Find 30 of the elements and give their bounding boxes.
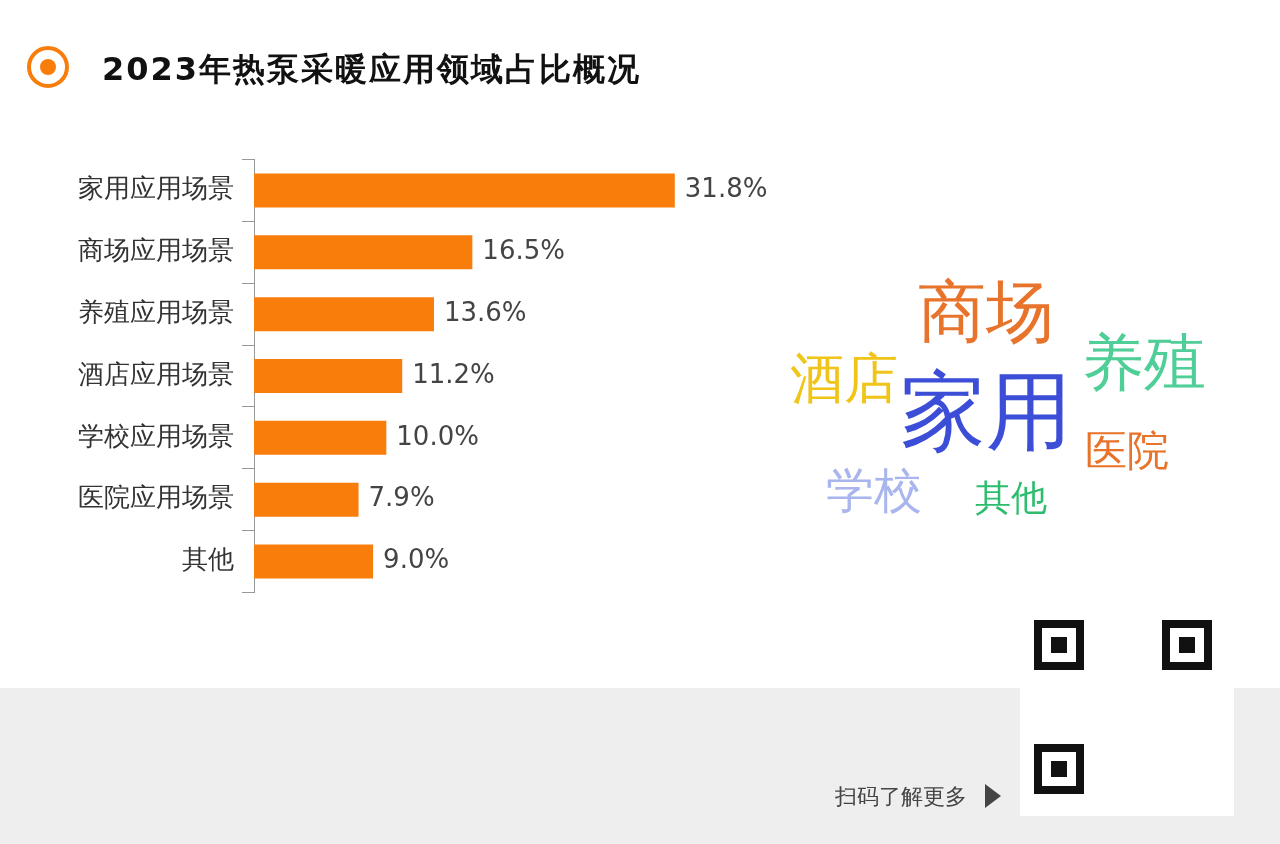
bar [254,482,359,517]
text: 家用 [900,361,1072,461]
bar [254,544,374,579]
data-label: 11.2% [412,358,495,389]
data-label: 10.0% [396,420,479,451]
data-label: 9.0% [383,544,450,575]
y-tick-label: 家用应用场景 [78,173,234,204]
data-label: 31.8% [684,173,768,204]
y-tick-label: 学校应用场景 [78,420,234,451]
text: 酒店 [790,347,898,410]
bar [254,359,403,393]
bar [254,297,434,332]
text: 学校 [826,462,922,518]
bar [254,235,473,270]
y-tick-label: 医院应用场景 [78,482,234,513]
text: 医院 [1085,426,1169,475]
data-label: 16.5% [482,235,565,266]
chart-title: 2023年热泵采暖应用领域占比概况 [102,49,642,90]
y-tick-label: 养殖应用场景 [78,296,234,327]
y-tick-label: 商场应用场景 [78,235,234,266]
bar [254,420,387,455]
text: 商场 [918,272,1054,351]
bar [254,173,675,208]
y-tick-label: 其他 [182,544,234,575]
text: 其他 [975,477,1047,518]
text: 扫码了解更多 [835,783,967,811]
data-label: 7.9% [368,482,435,513]
text: 养殖 [1082,326,1206,399]
y-tick-label: 酒店应用场景 [78,358,234,389]
data-label: 13.6% [443,296,527,327]
